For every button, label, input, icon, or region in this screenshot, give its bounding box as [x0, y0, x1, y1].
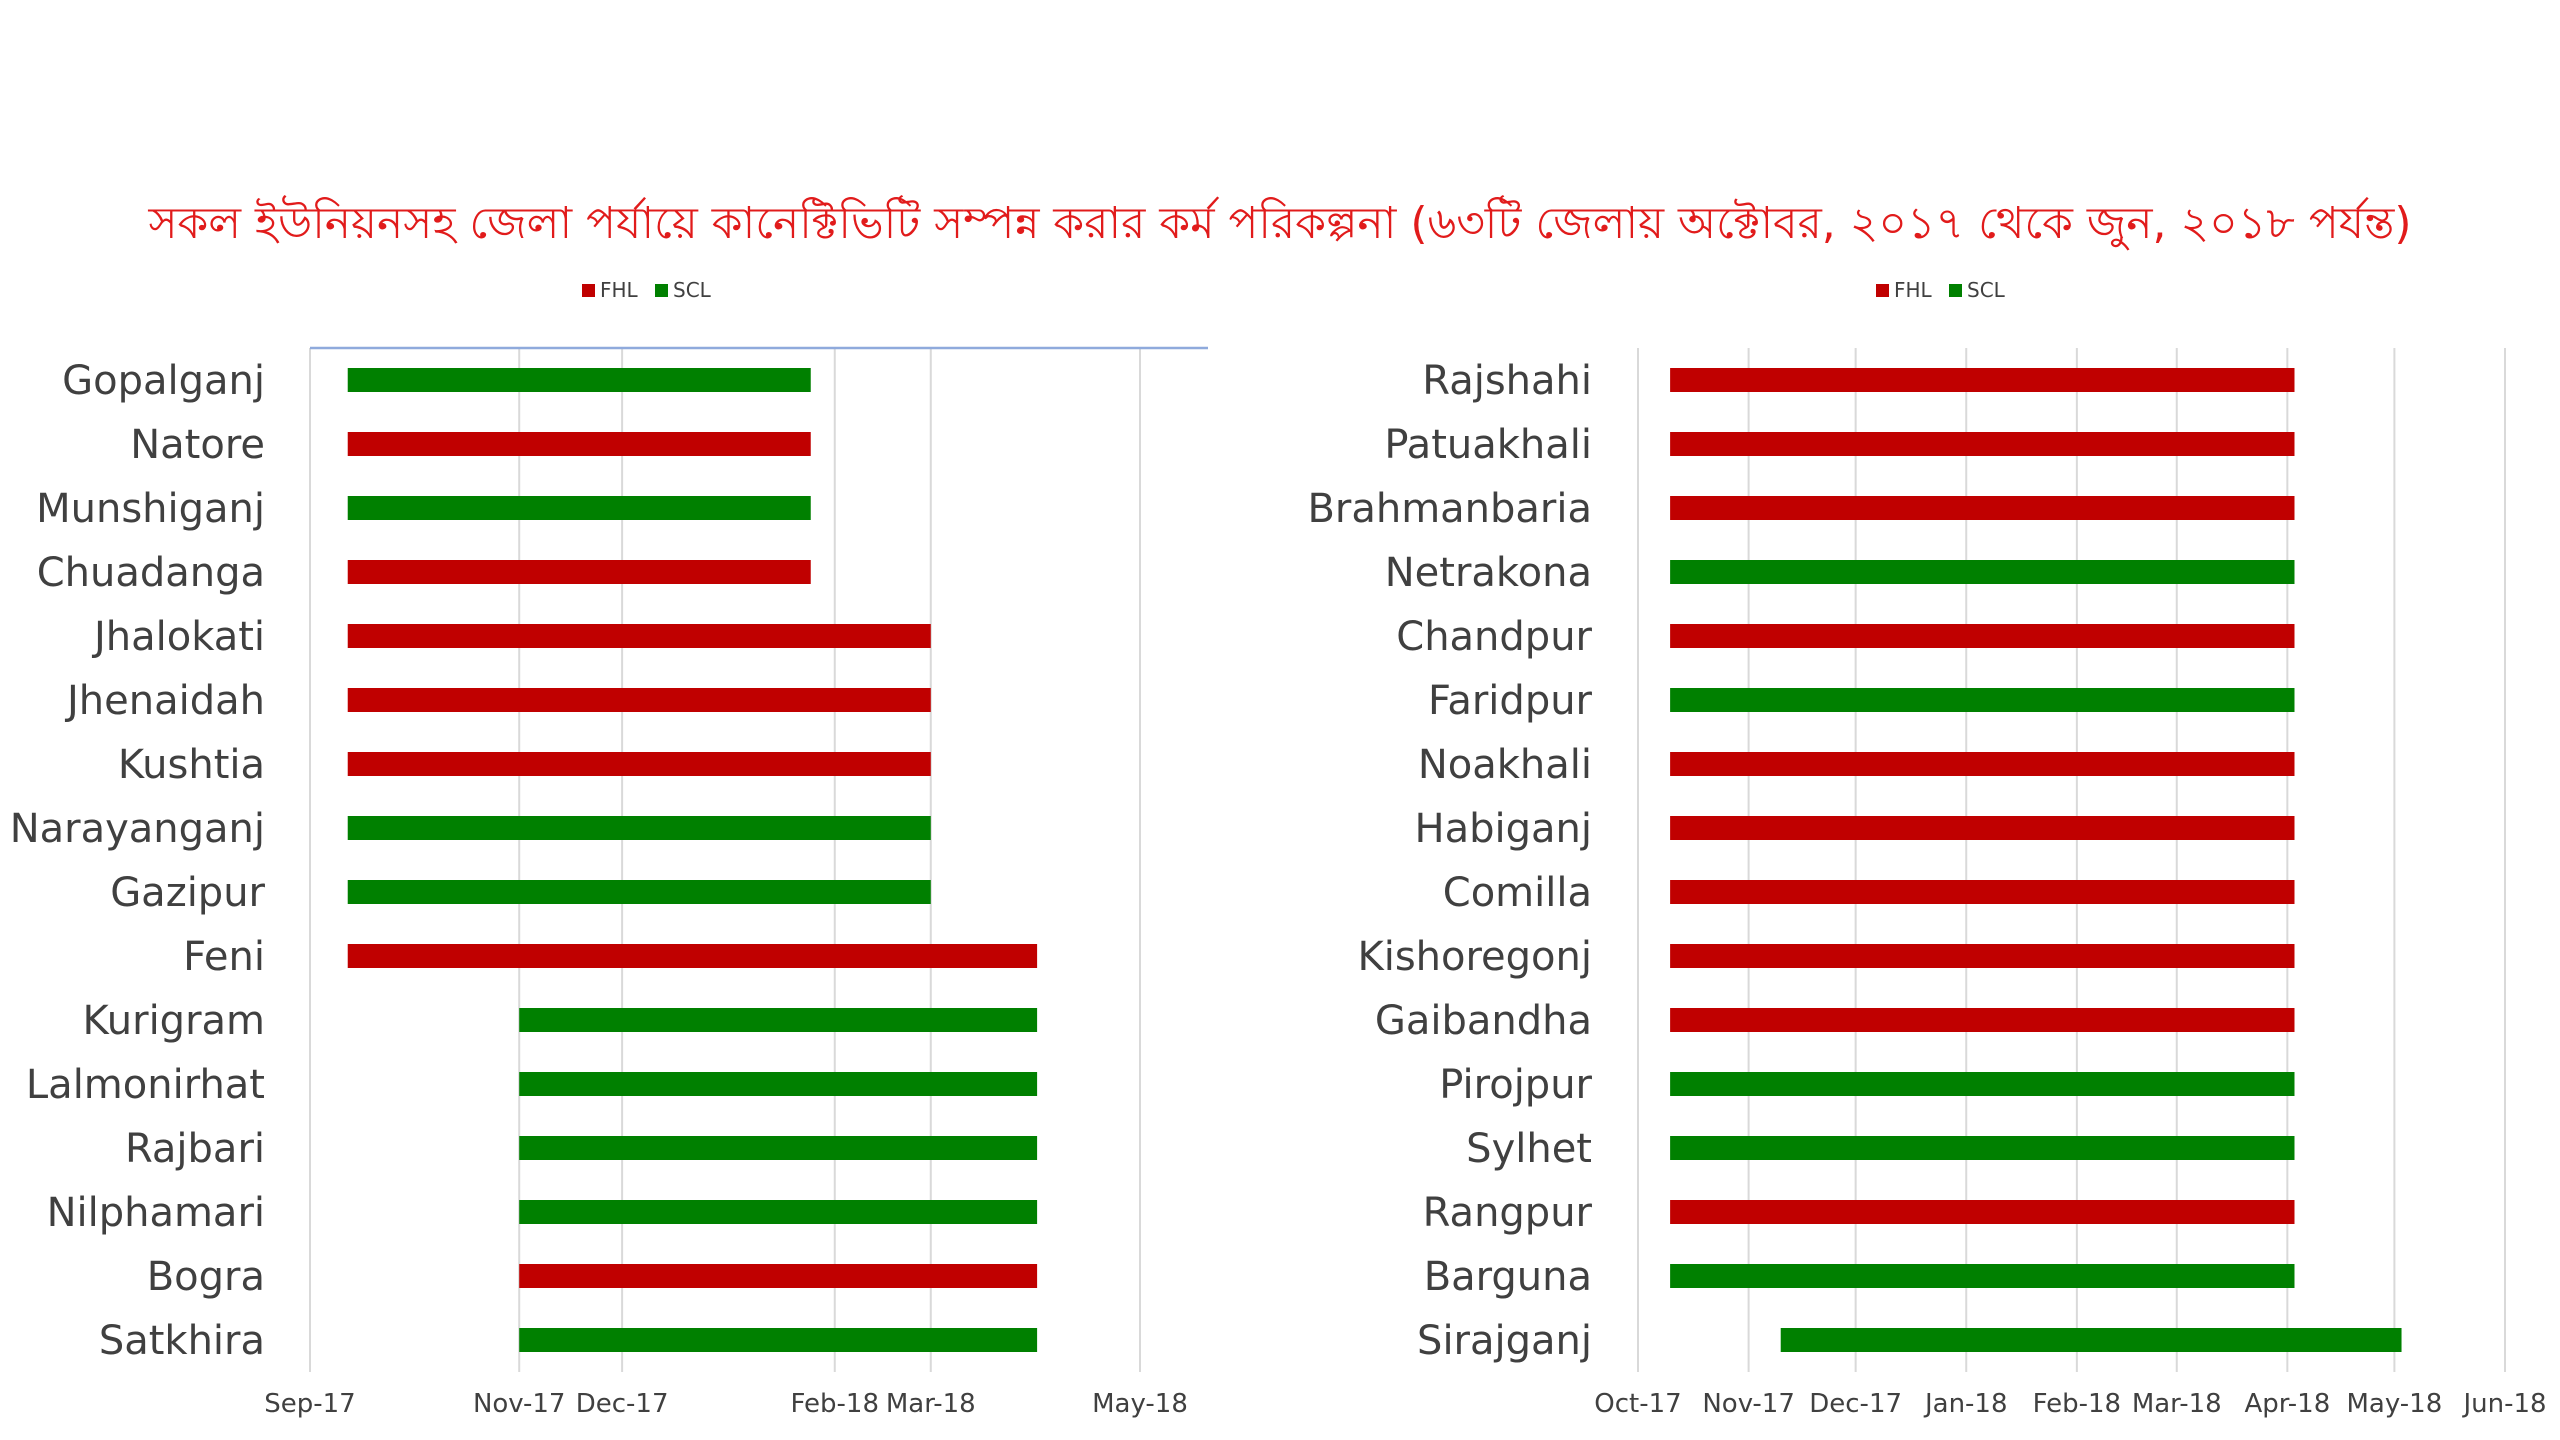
category-label: Jhenaidah: [64, 678, 265, 724]
bar-jhenaidah: [347, 688, 931, 712]
category-label: Lalmonirhat: [26, 1062, 265, 1108]
category-label: Netrakona: [1385, 550, 1592, 596]
category-label: Nilphamari: [47, 1190, 265, 1236]
category-label: Satkhira: [99, 1318, 265, 1364]
chart-title: সকল ইউনিয়নসহ জেলা পর্যায়ে কানেক্টিভিটি…: [148, 198, 2412, 249]
x-tick-label: Sep-17: [264, 1389, 355, 1419]
category-label: Barguna: [1424, 1254, 1592, 1300]
bar-jhalokati: [347, 624, 931, 648]
bar-bogra: [519, 1264, 1038, 1288]
x-tick-label: Nov-17: [473, 1389, 566, 1419]
bar-gazipur: [347, 880, 931, 904]
bar-kishoregonj: [1670, 944, 2295, 968]
bar-kushtia: [347, 752, 931, 776]
category-label: Pirojpur: [1439, 1062, 1592, 1108]
category-label: Munshiganj: [36, 486, 265, 532]
legend-swatch-scl: [655, 284, 668, 297]
category-label: Habiganj: [1415, 806, 1592, 852]
x-tick-label: Nov-17: [1702, 1389, 1795, 1419]
bar-gaibandha: [1670, 1008, 2295, 1032]
category-label: Rangpur: [1423, 1190, 1593, 1236]
legend-label-fhl: FHL: [600, 278, 639, 302]
category-label: Bogra: [147, 1254, 265, 1300]
category-label: Brahmanbaria: [1307, 486, 1592, 532]
bar-patuakhali: [1670, 432, 2295, 456]
legend-swatch-fhl: [582, 284, 595, 297]
category-label: Gopalganj: [62, 358, 265, 404]
category-label: Noakhali: [1418, 742, 1592, 788]
category-label: Narayanganj: [10, 806, 265, 852]
legend-swatch-fhl: [1876, 284, 1889, 297]
x-tick-label: May-18: [1092, 1389, 1188, 1419]
bar-rajshahi: [1670, 368, 2295, 392]
x-tick-label: Mar-18: [886, 1389, 976, 1419]
bar-gopalganj: [347, 368, 811, 392]
bar-feni: [347, 944, 1038, 968]
x-tick-label: Jan-18: [1923, 1389, 2008, 1419]
bar-rajbari: [519, 1136, 1038, 1160]
bar-munshiganj: [347, 496, 811, 520]
bar-rangpur: [1670, 1200, 2295, 1224]
category-label: Gazipur: [110, 870, 265, 916]
category-label: Rajshahi: [1422, 358, 1592, 404]
x-tick-label: Feb-18: [2033, 1389, 2122, 1419]
bar-satkhira: [519, 1328, 1038, 1352]
bar-faridpur: [1670, 688, 2295, 712]
x-tick-label: May-18: [2347, 1389, 2443, 1419]
x-tick-label: Jun-18: [2461, 1389, 2546, 1419]
category-label: Jhalokati: [91, 614, 265, 660]
category-label: Chuadanga: [37, 550, 265, 596]
bar-habiganj: [1670, 816, 2295, 840]
category-label: Natore: [130, 422, 265, 468]
x-tick-label: Dec-17: [1809, 1389, 1902, 1419]
category-label: Kushtia: [118, 742, 265, 788]
category-label: Sylhet: [1466, 1126, 1592, 1172]
bar-comilla: [1670, 880, 2295, 904]
category-label: Comilla: [1443, 870, 1592, 916]
category-label: Sirajganj: [1417, 1318, 1592, 1364]
legend-label-fhl: FHL: [1894, 278, 1933, 302]
bar-netrakona: [1670, 560, 2295, 584]
x-tick-label: Oct-17: [1594, 1389, 1681, 1419]
bar-natore: [347, 432, 811, 456]
bar-narayanganj: [347, 816, 931, 840]
category-label: Gaibandha: [1375, 998, 1592, 1044]
category-label: Chandpur: [1396, 614, 1592, 660]
bar-chuadanga: [347, 560, 811, 584]
category-label: Faridpur: [1428, 678, 1593, 724]
bar-pirojpur: [1670, 1072, 2295, 1096]
legend-label-scl: SCL: [1967, 278, 2006, 302]
category-label: Patuakhali: [1384, 422, 1592, 468]
bar-chandpur: [1670, 624, 2295, 648]
bar-sirajganj: [1780, 1328, 2402, 1352]
bar-sylhet: [1670, 1136, 2295, 1160]
bar-brahmanbaria: [1670, 496, 2295, 520]
legend-label-scl: SCL: [673, 278, 712, 302]
category-label: Kurigram: [83, 998, 265, 1044]
bar-kurigram: [519, 1008, 1038, 1032]
x-tick-label: Feb-18: [791, 1389, 880, 1419]
category-label: Feni: [183, 934, 265, 980]
x-tick-label: Apr-18: [2244, 1389, 2330, 1419]
bar-barguna: [1670, 1264, 2295, 1288]
bar-noakhali: [1670, 752, 2295, 776]
legend-swatch-scl: [1949, 284, 1962, 297]
x-tick-label: Dec-17: [576, 1389, 669, 1419]
x-tick-label: Mar-18: [2132, 1389, 2222, 1419]
bar-nilphamari: [519, 1200, 1038, 1224]
bar-lalmonirhat: [519, 1072, 1038, 1096]
category-label: Rajbari: [125, 1126, 265, 1172]
category-label: Kishoregonj: [1357, 934, 1592, 980]
